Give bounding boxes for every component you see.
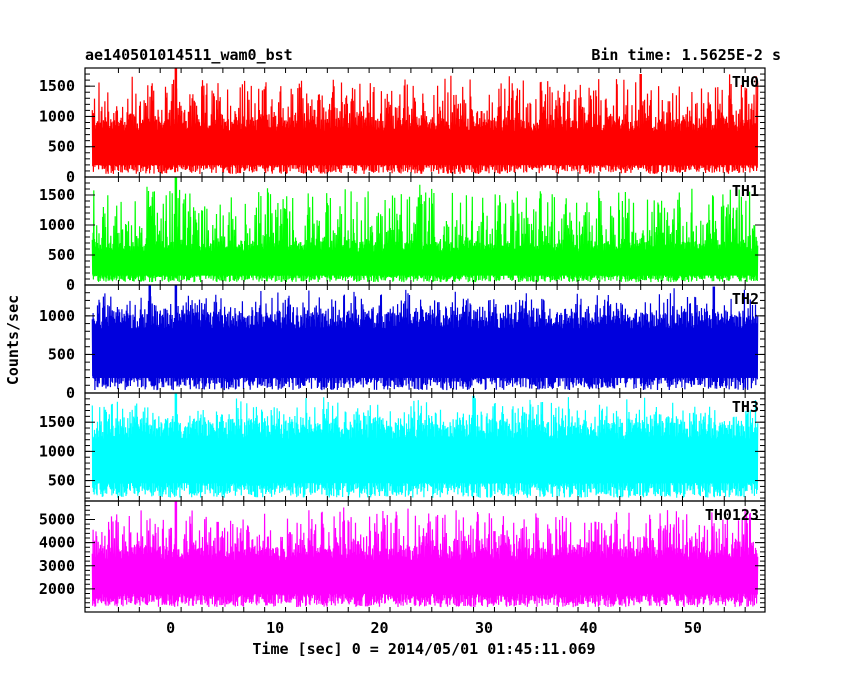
bin-time-label: Bin time: 1.5625E-2 s: [591, 46, 781, 64]
y-tick-label: 500: [48, 472, 75, 490]
panel-th2: 0 500 1000 TH2: [39, 284, 766, 402]
series-trace-th2: [91, 288, 759, 391]
y-tick-label: 1000: [39, 307, 75, 325]
panel-data: [91, 285, 759, 391]
y-axis-label: Counts/sec: [4, 295, 22, 385]
y-tick-label: 500: [48, 345, 75, 363]
x-tick-label: 10: [266, 619, 284, 637]
panel-data: [91, 393, 759, 498]
x-axis-label: Time [sec] 0 = 2014/05/01 01:45:11.069: [252, 640, 595, 658]
y-tick-label: 500: [48, 246, 75, 264]
panel-th3: 500 1000 1500 TH3: [39, 392, 766, 502]
y-tick-label: 4000: [39, 534, 75, 552]
x-tick-label: 30: [475, 619, 493, 637]
panel-label-th0123: TH0123: [705, 506, 759, 524]
panel-label-th2: TH2: [732, 290, 759, 308]
panel-th0123: 2000 3000 4000 5000 TH0123: [39, 500, 766, 613]
y-tick-label: 0: [66, 276, 75, 294]
y-tick-label: 500: [48, 138, 75, 156]
chart-title: ae140501014511_wam0_bst: [85, 46, 293, 64]
y-tick-label: 2000: [39, 580, 75, 598]
y-tick-label: 1500: [39, 77, 75, 95]
x-tick-label: 50: [684, 619, 702, 637]
panel-th1: 0 500 1000 1500 TH1: [39, 176, 766, 294]
series-trace-th0123: [91, 507, 759, 608]
panel-data: [91, 68, 759, 175]
y-tick-label: 1000: [39, 442, 75, 460]
x-tick-label: 20: [371, 619, 389, 637]
series-trace-th3: [91, 397, 759, 498]
x-tick-label: 40: [579, 619, 597, 637]
panel-data: [91, 177, 759, 283]
y-tick-label: 1500: [39, 413, 75, 431]
y-tick-label: 1000: [39, 216, 75, 234]
y-tick-label: 5000: [39, 511, 75, 529]
panel-data: [91, 501, 759, 608]
y-tick-label: 1500: [39, 186, 75, 204]
x-tick-label: 0: [166, 619, 175, 637]
series-trace-th1: [91, 184, 759, 283]
y-tick-label: 3000: [39, 557, 75, 575]
panel-th0: 0 500 1000 1500 TH0: [39, 67, 766, 186]
panel-label-th1: TH1: [732, 182, 759, 200]
panel-label-th3: TH3: [732, 398, 759, 416]
panel-label-th0: TH0: [732, 73, 759, 91]
series-trace-th0: [91, 74, 759, 175]
y-tick-label: 0: [66, 384, 75, 402]
y-tick-label: 1000: [39, 107, 75, 125]
y-tick-label: 0: [66, 168, 75, 186]
